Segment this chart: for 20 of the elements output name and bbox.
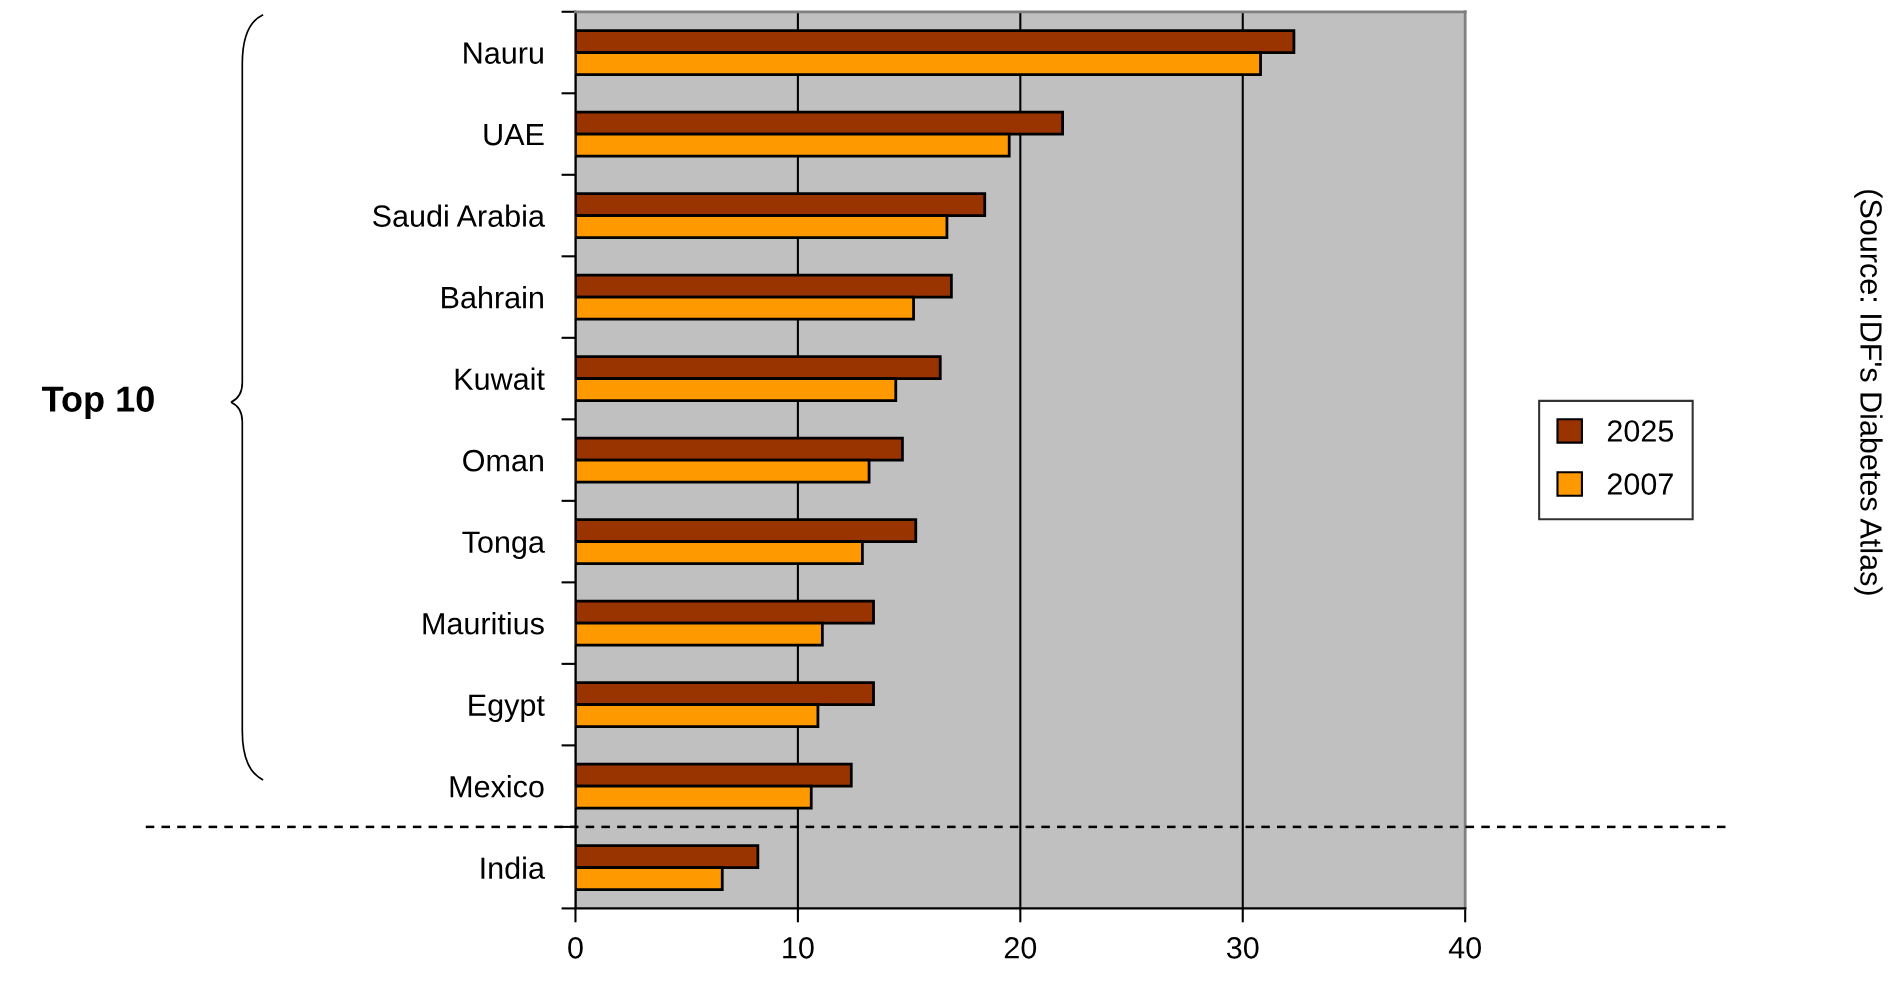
y-tick-label: Nauru — [464, 42, 543, 64]
y-tick-label: Oman — [463, 449, 543, 472]
y-tick-label: Egypt — [469, 694, 545, 723]
y-tick-label: Bahrain — [442, 285, 543, 309]
x-tick-label: 0 — [568, 936, 583, 959]
y-tick-label: UAE — [484, 124, 544, 146]
y-tick-label: India — [481, 856, 545, 880]
text: Top 10 — [41, 386, 154, 420]
x-tick-label: 30 — [1226, 936, 1259, 959]
y-tick-label: Mexico — [450, 775, 544, 798]
y-tick-label: Kuwait — [455, 367, 545, 390]
text: (Source: IDF's Diabetes Atlas) — [1854, 190, 1883, 595]
x-tick-label: 10 — [783, 936, 814, 959]
y-tick-label: Mauritius — [423, 612, 544, 635]
legend-label: 2007 — [1607, 473, 1673, 495]
y-tick-label: Tonga — [462, 531, 545, 560]
x-tick-label: 40 — [1448, 936, 1481, 959]
legend-label: 2025 — [1607, 420, 1674, 442]
x-tick-label: 20 — [1004, 936, 1037, 959]
y-tick-label: Saudi Arabia — [373, 204, 545, 227]
